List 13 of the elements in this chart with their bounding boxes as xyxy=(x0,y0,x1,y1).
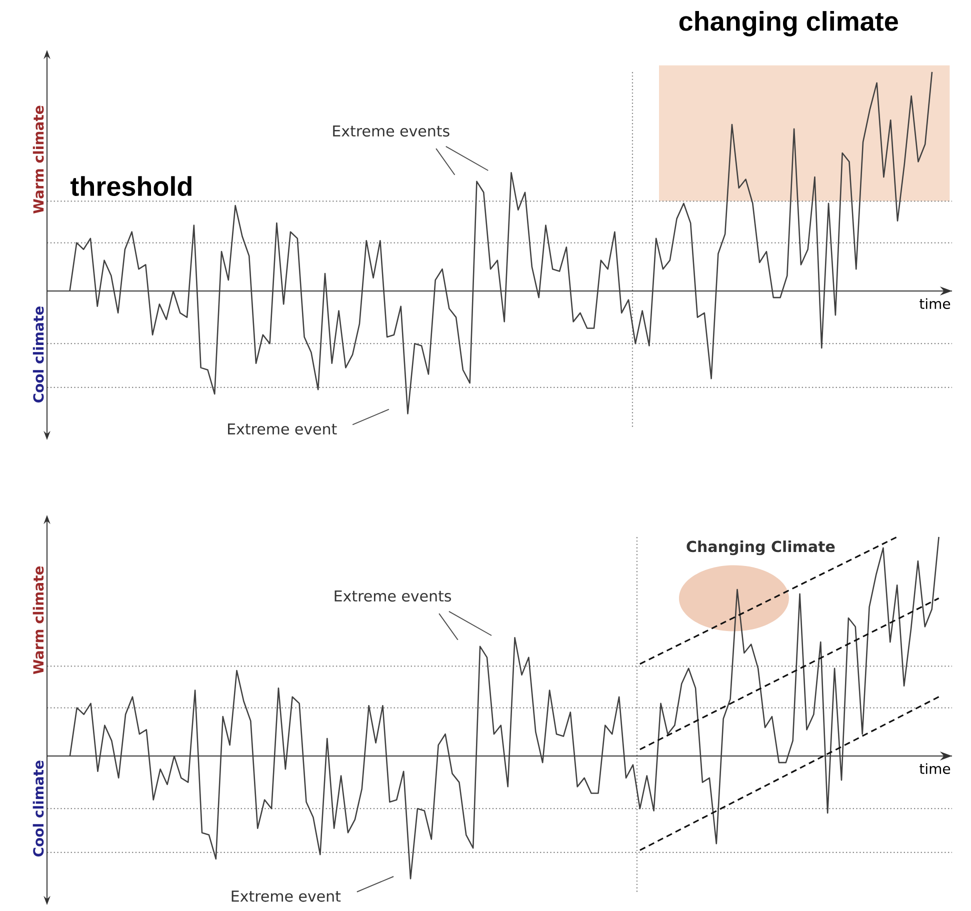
x-axis-title: time xyxy=(920,763,950,774)
text: Cool climate xyxy=(32,306,44,402)
text: Cool climate xyxy=(32,760,44,857)
annotation: Extreme events xyxy=(334,590,452,602)
text: Warm climate xyxy=(32,106,44,214)
ref-line-label: threshold xyxy=(70,176,192,196)
text: Extreme event xyxy=(232,890,341,902)
x-axis-title: time xyxy=(920,298,950,310)
text: Extreme event xyxy=(228,423,337,435)
text: changing climate xyxy=(679,11,898,36)
annotation: Extreme events xyxy=(333,125,450,137)
annotation: Changing Climate xyxy=(686,540,835,556)
text: Warm climate xyxy=(32,566,44,674)
